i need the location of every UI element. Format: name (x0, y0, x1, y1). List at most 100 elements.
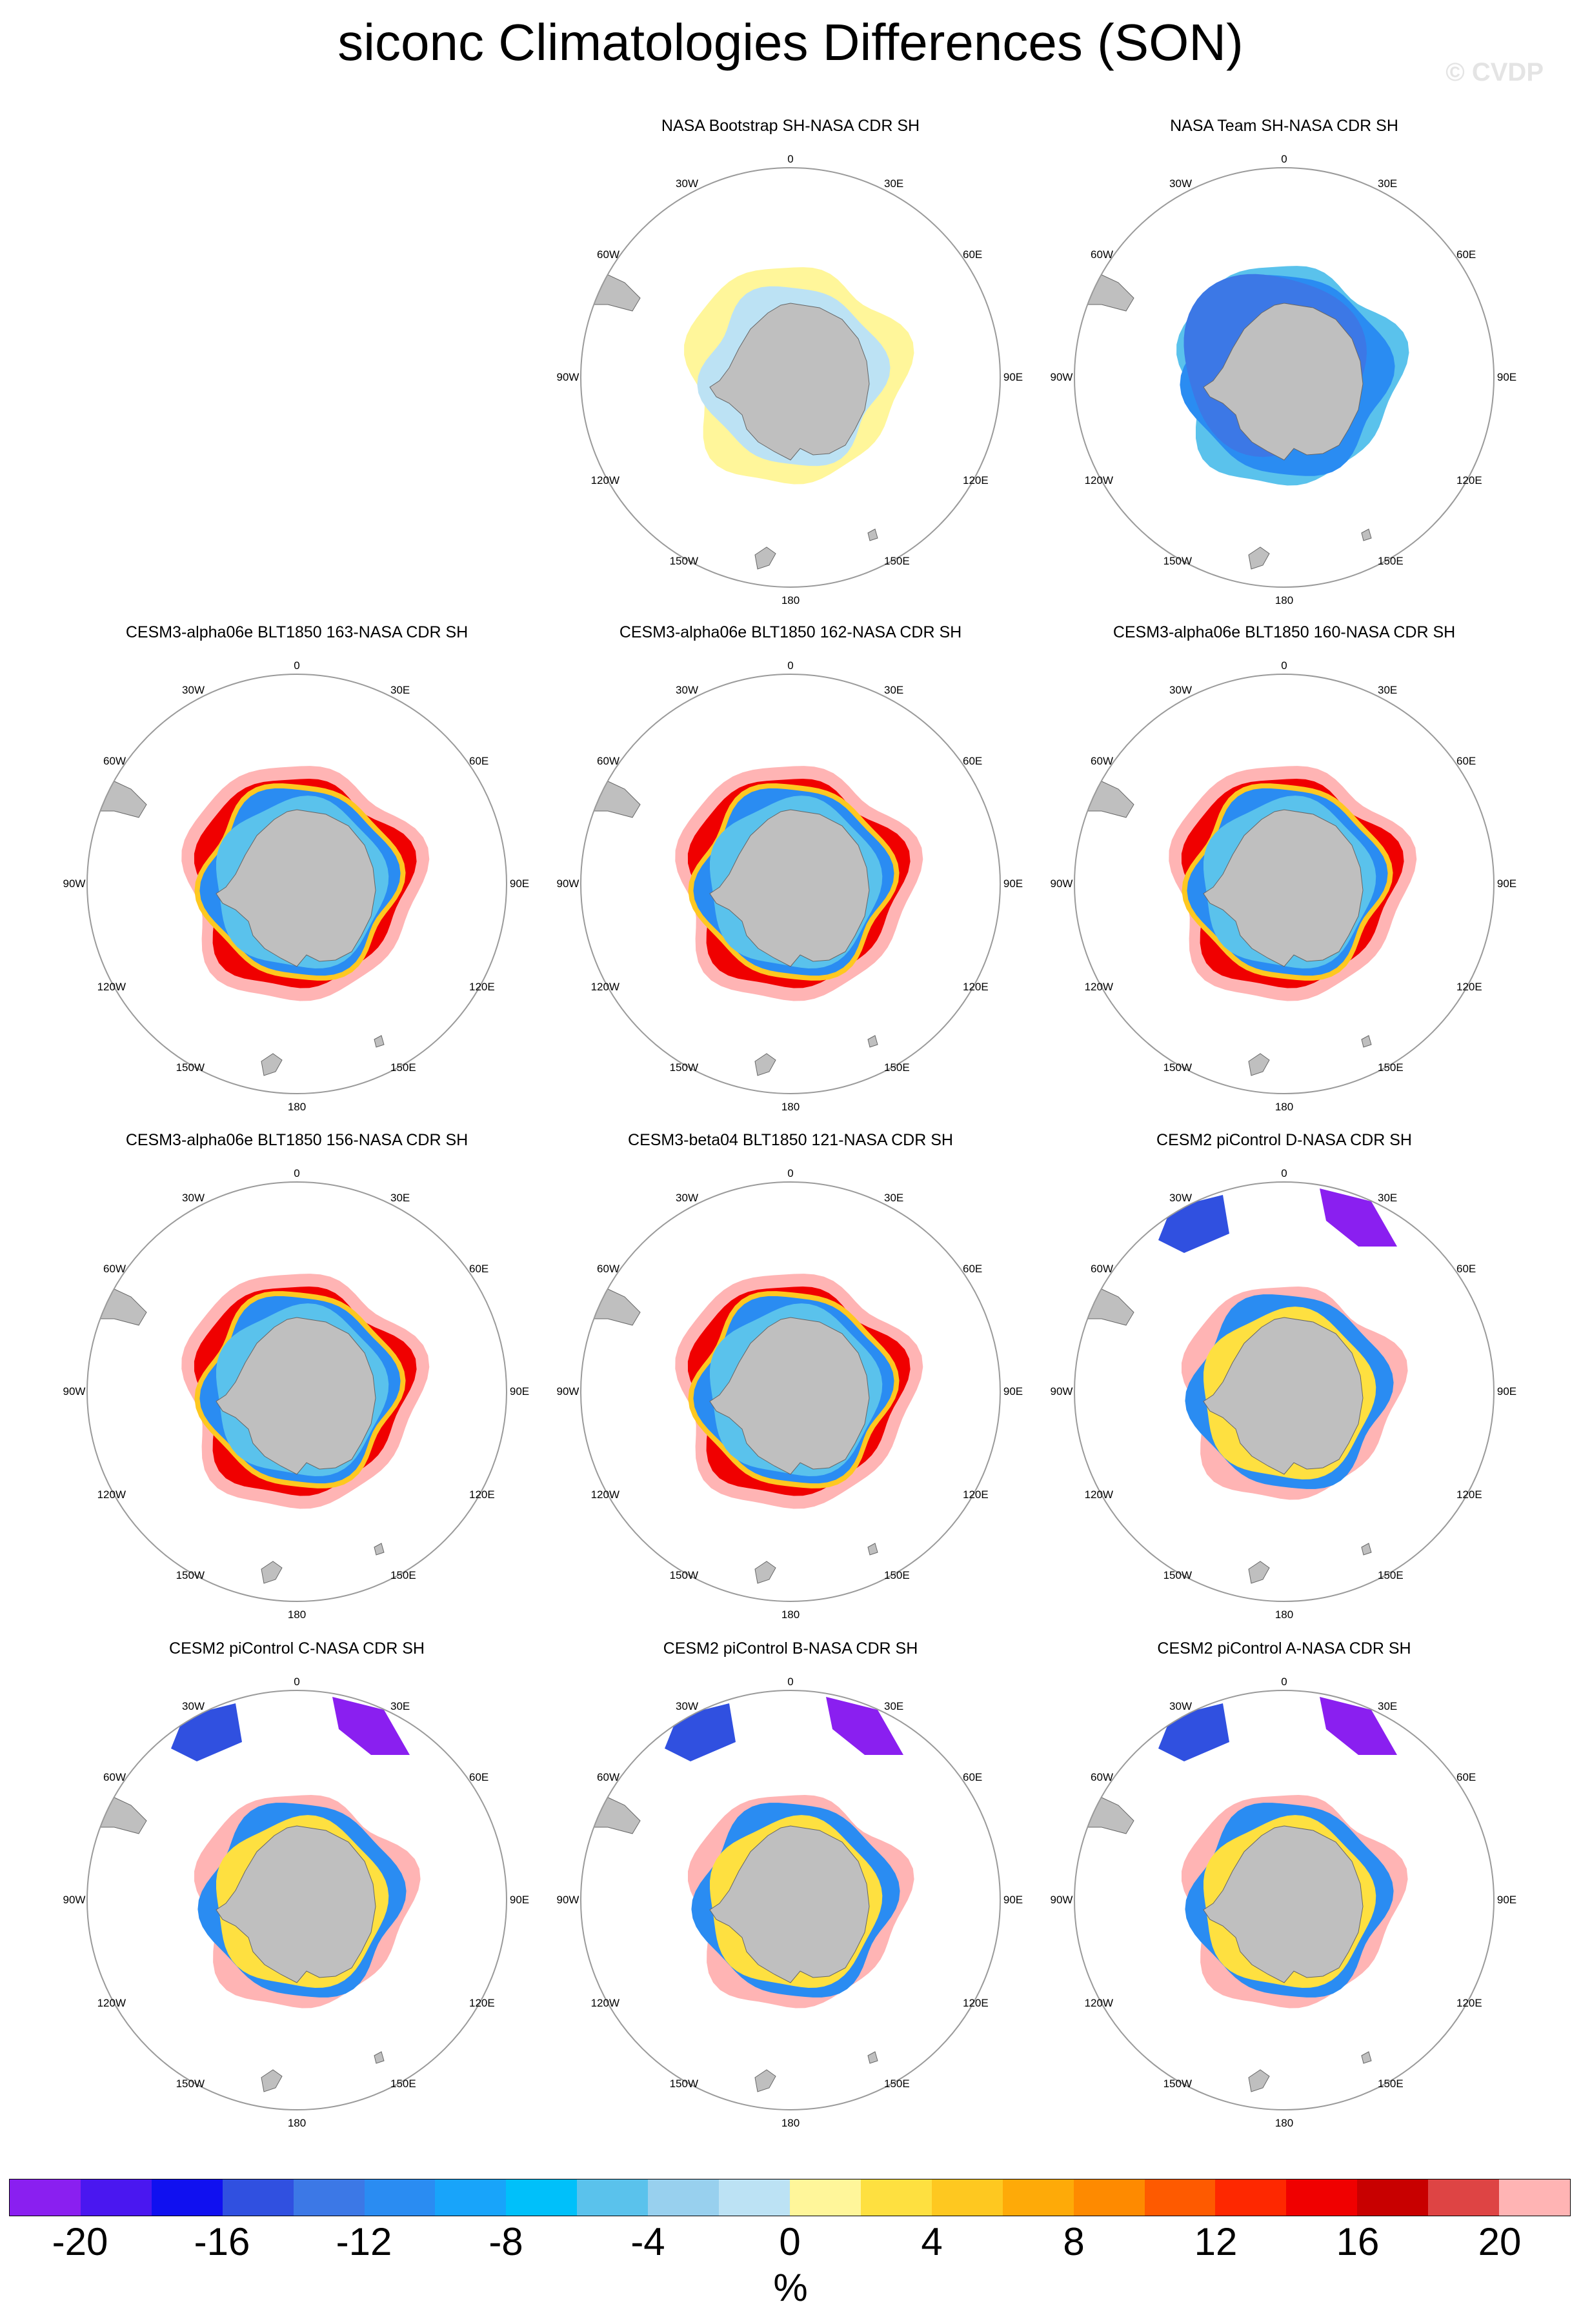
longitude-label: 120E (963, 474, 989, 486)
antarctica-landmass (1203, 1825, 1364, 1983)
longitude-label: 30W (1169, 1192, 1192, 1204)
difference-field-strongest-negative (1320, 1697, 1397, 1755)
longitude-label: 90W (1051, 1385, 1073, 1397)
longitude-label: 60W (1091, 755, 1113, 767)
colorbar-cell (1144, 2179, 1216, 2216)
tasmania-landmass (374, 2051, 385, 2064)
longitude-label: 120W (97, 1488, 126, 1501)
map-panel-7: CESM3-beta04 BLT1850 121-NASA CDR SH 0 18… (542, 1130, 1039, 1634)
polar-map: 0 180 30W 30E 60W 60E 90W 90E 120W 120E 150W 150E (557, 1676, 1023, 2129)
longitude-label: 90W (557, 877, 579, 890)
map-boundary-circle (1074, 1690, 1495, 2110)
polar-map: 0 180 30W 30E 60W 60E 90W 90E 120W 120E 150W 150E (1051, 1167, 1517, 1621)
longitude-label: 150W (670, 1569, 698, 1581)
colorbar-cell (860, 2179, 932, 2216)
longitude-label: 30W (1169, 1700, 1192, 1712)
longitude-label: 60W (103, 1263, 126, 1275)
map-field (581, 766, 923, 1076)
longitude-label: 60W (597, 755, 619, 767)
longitude-label: 0 (294, 1167, 299, 1179)
panel-title: CESM2 piControl B-NASA CDR SH (663, 1639, 918, 1658)
longitude-label: 120E (1456, 981, 1482, 993)
longitude-label: 120W (591, 981, 619, 993)
tasmania-landmass (374, 1543, 385, 1556)
longitude-label: 90W (557, 1385, 579, 1397)
south-america-landmass (1074, 1288, 1134, 1326)
longitude-label: 30E (884, 177, 903, 190)
watermark: © CVDP (1445, 58, 1544, 86)
longitude-label: 180 (1275, 1608, 1293, 1621)
colorbar-cell (1499, 2179, 1570, 2216)
south-america-landmass (87, 780, 147, 818)
longitude-label: 90E (1497, 371, 1516, 383)
new-zealand-landmass (1248, 546, 1270, 570)
antarctica-landmass (709, 303, 870, 461)
colorbar-cell (1357, 2179, 1429, 2216)
longitude-label: 180 (1275, 2117, 1293, 2129)
colorbar-tick-label: -12 (336, 2220, 392, 2263)
polar-map: 0 180 30W 30E 60W 60E 90W 90E 120W 120E 150W 150E (1051, 153, 1517, 606)
colorbar-cell (80, 2179, 152, 2216)
longitude-label: 180 (781, 2117, 800, 2129)
new-zealand-landmass (754, 2069, 776, 2092)
map-boundary-circle (580, 674, 1001, 1094)
colorbar-cell (293, 2179, 365, 2216)
colorbar-cell (151, 2179, 223, 2216)
longitude-label: 30E (390, 1192, 410, 1204)
map-boundary-circle (1074, 674, 1495, 1094)
antarctica-landmass (216, 1825, 376, 1983)
polar-map: 0 180 30W 30E 60W 60E 90W 90E 120W 120E 150W 150E (557, 659, 1023, 1113)
colorbar-units: % (773, 2266, 808, 2309)
longitude-label: 180 (781, 1101, 800, 1113)
longitude-label: 60E (963, 1771, 982, 1783)
longitude-label: 150W (1163, 1061, 1192, 1074)
colorbar-tick-label: 16 (1336, 2220, 1380, 2263)
longitude-label: 180 (1275, 594, 1293, 606)
colorbar-cell (931, 2179, 1003, 2216)
map-panel-4: CESM3-alpha06e BLT1850 162-NASA CDR SH 0… (542, 623, 1039, 1126)
panel-title: CESM2 piControl A-NASA CDR SH (1157, 1639, 1411, 1658)
difference-field-strongest-negative (826, 1697, 903, 1755)
polar-map: 0 180 30W 30E 60W 60E 90W 90E 120W 120E 150W 150E (63, 1676, 530, 2129)
longitude-label: 30W (182, 684, 205, 696)
map-panel-3: CESM3-alpha06e BLT1850 163-NASA CDR SH 0… (48, 623, 545, 1126)
map-boundary-circle (86, 674, 507, 1094)
panel-title: CESM3-alpha06e BLT1850 162-NASA CDR SH (619, 623, 962, 641)
longitude-label: 90W (63, 1385, 86, 1397)
longitude-label: 120E (469, 1488, 495, 1501)
map-boundary-circle (86, 1690, 507, 2110)
colorbar-tick-label: 8 (1063, 2220, 1085, 2263)
longitude-label: 0 (1281, 1676, 1287, 1688)
antarctica-landmass (216, 809, 376, 967)
longitude-label: 90W (1051, 1894, 1073, 1906)
longitude-label: 180 (288, 2117, 306, 2129)
longitude-label: 120E (469, 981, 495, 993)
longitude-label: 150E (1378, 555, 1404, 567)
longitude-label: 120E (1456, 1488, 1482, 1501)
longitude-label: 150E (390, 2078, 416, 2090)
antarctica-landmass (1203, 1317, 1364, 1475)
south-america-landmass (87, 1796, 147, 1834)
longitude-label: 150E (884, 2078, 910, 2090)
panel-title: CESM3-alpha06e BLT1850 160-NASA CDR SH (1113, 623, 1456, 641)
colorbar-tick-label: 4 (921, 2220, 943, 2263)
colorbar-tick-label: 20 (1478, 2220, 1522, 2263)
colorbar-cell (577, 2179, 649, 2216)
longitude-label: 120W (1085, 981, 1113, 993)
colorbar-cell (435, 2179, 507, 2216)
colorbar-cell (1428, 2179, 1500, 2216)
polar-map: 0 180 30W 30E 60W 60E 90W 90E 120W 120E 150W 150E (1051, 659, 1517, 1113)
longitude-label: 120W (1085, 474, 1113, 486)
longitude-label: 0 (1281, 659, 1287, 672)
longitude-label: 30W (676, 1192, 698, 1204)
longitude-label: 30E (1378, 684, 1397, 696)
colorbar-cell (506, 2179, 578, 2216)
longitude-label: 90E (1497, 1894, 1516, 1906)
longitude-label: 60E (1456, 1771, 1476, 1783)
colorbar-cell (1002, 2179, 1074, 2216)
longitude-label: 90W (1051, 371, 1073, 383)
longitude-label: 0 (787, 1676, 793, 1688)
longitude-label: 150W (1163, 1569, 1192, 1581)
antarctica-landmass (216, 1317, 376, 1475)
map-panel-6: CESM3-alpha06e BLT1850 156-NASA CDR SH 0… (48, 1130, 545, 1634)
